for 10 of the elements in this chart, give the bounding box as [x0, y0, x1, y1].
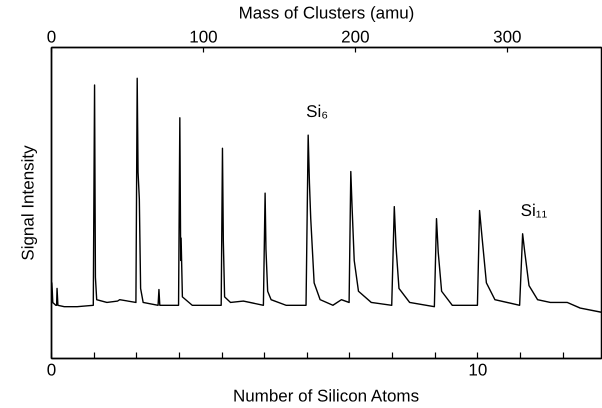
- annotation: Si₁₁: [520, 200, 548, 220]
- y-axis-title: Signal Intensity: [18, 144, 38, 261]
- x-axis-title: Number of Silicon Atoms: [232, 386, 420, 406]
- annotation: Si₆: [306, 102, 328, 122]
- x2-tick-label: 0: [46, 28, 56, 46]
- x2-tick-label: 300: [493, 28, 522, 46]
- x2-axis-title: Mass of Clusters (amu): [238, 4, 414, 22]
- x-tick-label: 10: [468, 360, 488, 380]
- x2-tick-label: 100: [189, 28, 218, 46]
- x2-tick-label: 200: [341, 28, 370, 46]
